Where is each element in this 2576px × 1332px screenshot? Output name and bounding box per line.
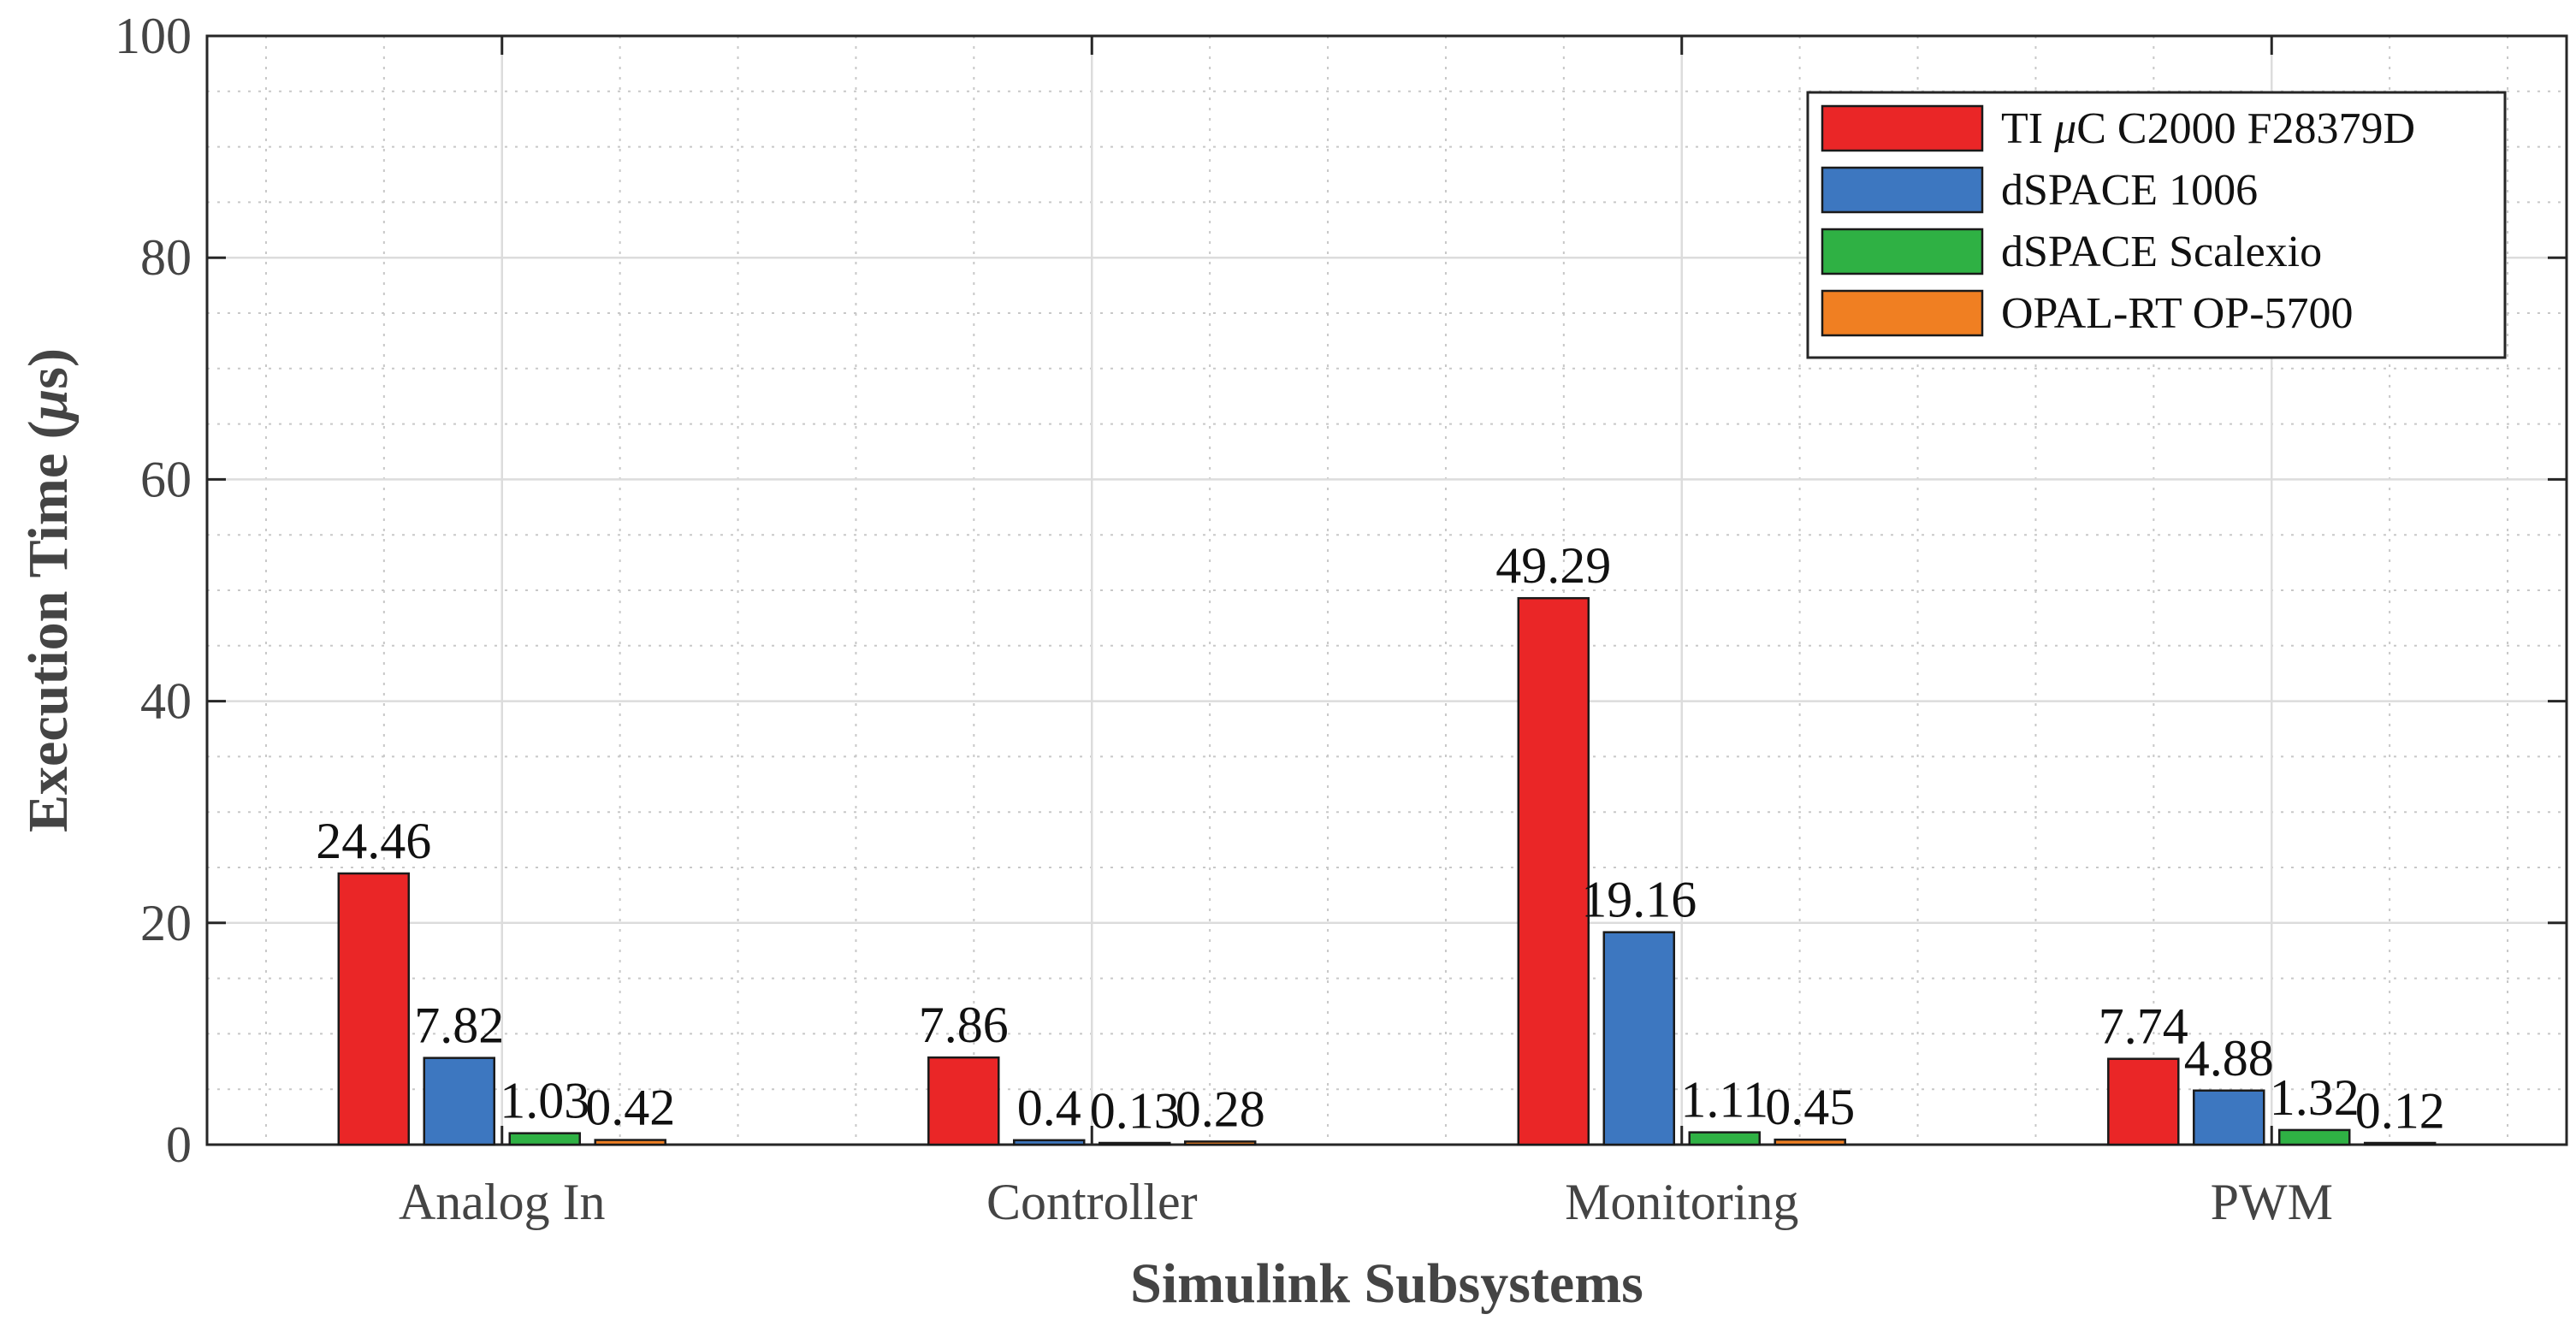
bar-value-label: 0.45 (1765, 1079, 1855, 1135)
bar (508, 1132, 581, 1146)
x-category-label: Monitoring (1565, 1174, 1798, 1230)
y-axis: 0 20 40 60 80 100 (115, 8, 2567, 1173)
bar (594, 1139, 666, 1146)
bar-value-label: 24.46 (316, 813, 431, 869)
bar-value-label: 0.42 (585, 1080, 675, 1136)
plot-frame (205, 34, 2568, 1146)
legend-swatch (1821, 228, 1984, 275)
bar-value-label: 4.88 (2184, 1030, 2274, 1086)
y-tick-label: 20 (140, 895, 192, 951)
x-axis-title: Simulink Subsystems (1130, 1252, 1643, 1315)
bar (2363, 1141, 2437, 1146)
bar-value-label: 19.16 (1581, 872, 1697, 928)
bar (2107, 1057, 2180, 1146)
legend: TI μC C2000 F28379D dSPACE 1006 dSPACE Sca… (1806, 91, 2507, 359)
bar (2277, 1128, 2351, 1146)
legend-label: dSPACE Scalexio (2001, 228, 2322, 276)
y-tick-label: 40 (140, 673, 192, 730)
y-axis-title-mu: μ (17, 389, 80, 423)
bar-value-label: 0.28 (1175, 1080, 1265, 1137)
bar-value-label: 0.12 (2355, 1082, 2445, 1139)
x-category-label: PWM (2211, 1174, 2333, 1230)
legend-label: dSPACE 1006 (2001, 166, 2258, 215)
bar-value-label: 1.03 (500, 1073, 589, 1129)
x-category-label: Controller (986, 1174, 1198, 1230)
bar-value-label: 1.11 (1680, 1072, 1768, 1128)
bar (1098, 1141, 1171, 1146)
bar (423, 1057, 496, 1146)
y-axis-title: Execution Time (μs) (17, 348, 80, 832)
bar-value-label: 7.82 (414, 998, 504, 1054)
bar-value-label: 0.13 (1090, 1082, 1180, 1139)
y-axis-title-part: Execution Time ( (17, 420, 80, 832)
bar (337, 872, 411, 1146)
legend-label: TI μC C2000 F28379D (2001, 104, 2415, 153)
bar-value-label: 1.32 (2270, 1069, 2360, 1126)
y-tick-label: 0 (166, 1116, 192, 1173)
x-axis: Analog In Controller Monitoring PWM (399, 36, 2333, 1230)
y-tick-label: 100 (115, 8, 192, 64)
legend-swatch (1821, 166, 1984, 214)
y-axis-title-part: s) (17, 348, 80, 389)
legend-label-part: μ (2053, 104, 2076, 153)
bar (1688, 1131, 1761, 1146)
y-tick-label: 60 (140, 451, 192, 507)
bar (1183, 1140, 1257, 1146)
bars (337, 596, 2437, 1146)
bar (927, 1056, 1000, 1146)
legend-label-part: TI (2001, 104, 2054, 153)
legend-label-part: C C2000 F28379D (2076, 104, 2415, 153)
bar-value-label: 49.29 (1495, 537, 1611, 594)
y-tick-label: 80 (140, 229, 192, 286)
legend-label: OPAL-RT OP-5700 (2001, 289, 2354, 338)
bar (1517, 596, 1590, 1146)
legend-swatch (1821, 289, 1984, 337)
legend-swatch (1821, 104, 1984, 152)
bar (2193, 1089, 2265, 1146)
x-category-label: Analog In (399, 1174, 606, 1230)
bar-value-label: 7.74 (2099, 998, 2188, 1055)
bar (1602, 931, 1676, 1146)
bar-value-label: 0.4 (1017, 1080, 1081, 1136)
bar-value-label: 7.86 (919, 997, 1009, 1053)
bar (1774, 1138, 1846, 1146)
bar (1013, 1139, 1086, 1146)
